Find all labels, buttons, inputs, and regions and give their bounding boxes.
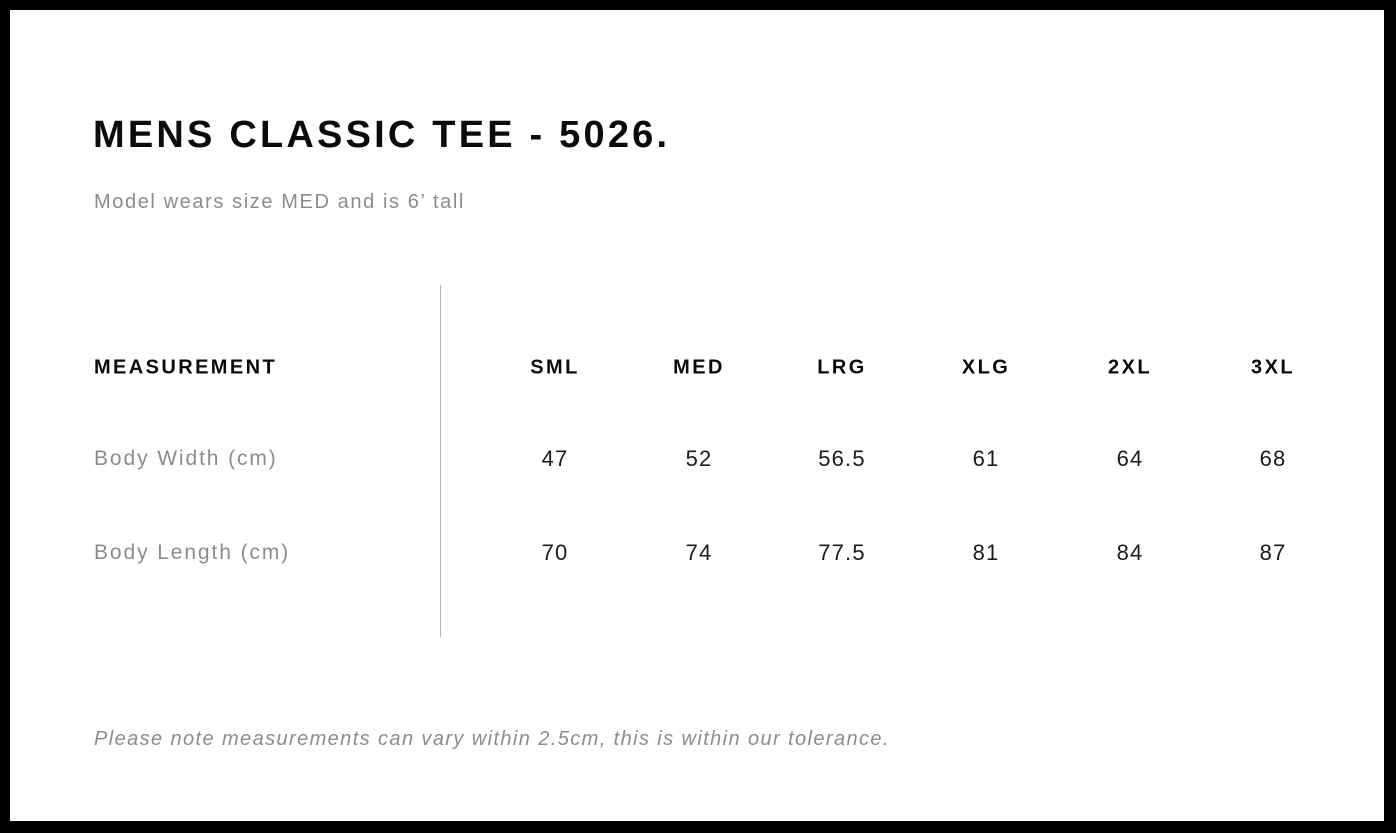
cell-body-width-sml: 47 <box>541 446 569 471</box>
cell-body-length-sml: 70 <box>541 540 569 565</box>
cell-body-width-lrg: 56.5 <box>818 446 866 471</box>
cell-body-width-2xl: 64 <box>1116 446 1144 471</box>
column-header-size-med: MED <box>673 356 725 379</box>
size-chart-table: MEASUREMENT SML MED LRG XLG 2XL 3XL Body… <box>10 10 1384 821</box>
cell-body-length-xlg: 81 <box>972 540 1000 565</box>
size-chart-card: MENS CLASSIC TEE - 5026. Model wears siz… <box>10 10 1384 821</box>
cell-body-length-3xl: 87 <box>1259 540 1287 565</box>
column-header-size-sml: SML <box>530 356 580 379</box>
column-header-size-2xl: 2XL <box>1108 356 1152 379</box>
column-header-size-lrg: LRG <box>817 356 867 379</box>
cell-body-length-med: 74 <box>685 540 713 565</box>
cell-body-width-med: 52 <box>685 446 713 471</box>
row-label-body-length: Body Length (cm) <box>94 541 291 564</box>
cell-body-length-lrg: 77.5 <box>818 540 866 565</box>
tolerance-footnote: Please note measurements can vary within… <box>94 728 890 750</box>
model-info-subtitle: Model wears size MED and is 6’ tall <box>94 191 465 213</box>
cell-body-width-3xl: 68 <box>1259 446 1287 471</box>
row-label-body-width: Body Width (cm) <box>94 447 278 470</box>
column-header-size-3xl: 3XL <box>1251 356 1295 379</box>
cell-body-width-xlg: 61 <box>972 446 1000 471</box>
column-header-measurement: MEASUREMENT <box>94 356 278 379</box>
page-title: MENS CLASSIC TEE - 5026. <box>93 114 671 156</box>
column-divider <box>440 285 441 637</box>
cell-body-length-2xl: 84 <box>1116 540 1144 565</box>
card-content: MENS CLASSIC TEE - 5026. Model wears siz… <box>10 10 1384 821</box>
column-header-size-xlg: XLG <box>961 356 1011 379</box>
